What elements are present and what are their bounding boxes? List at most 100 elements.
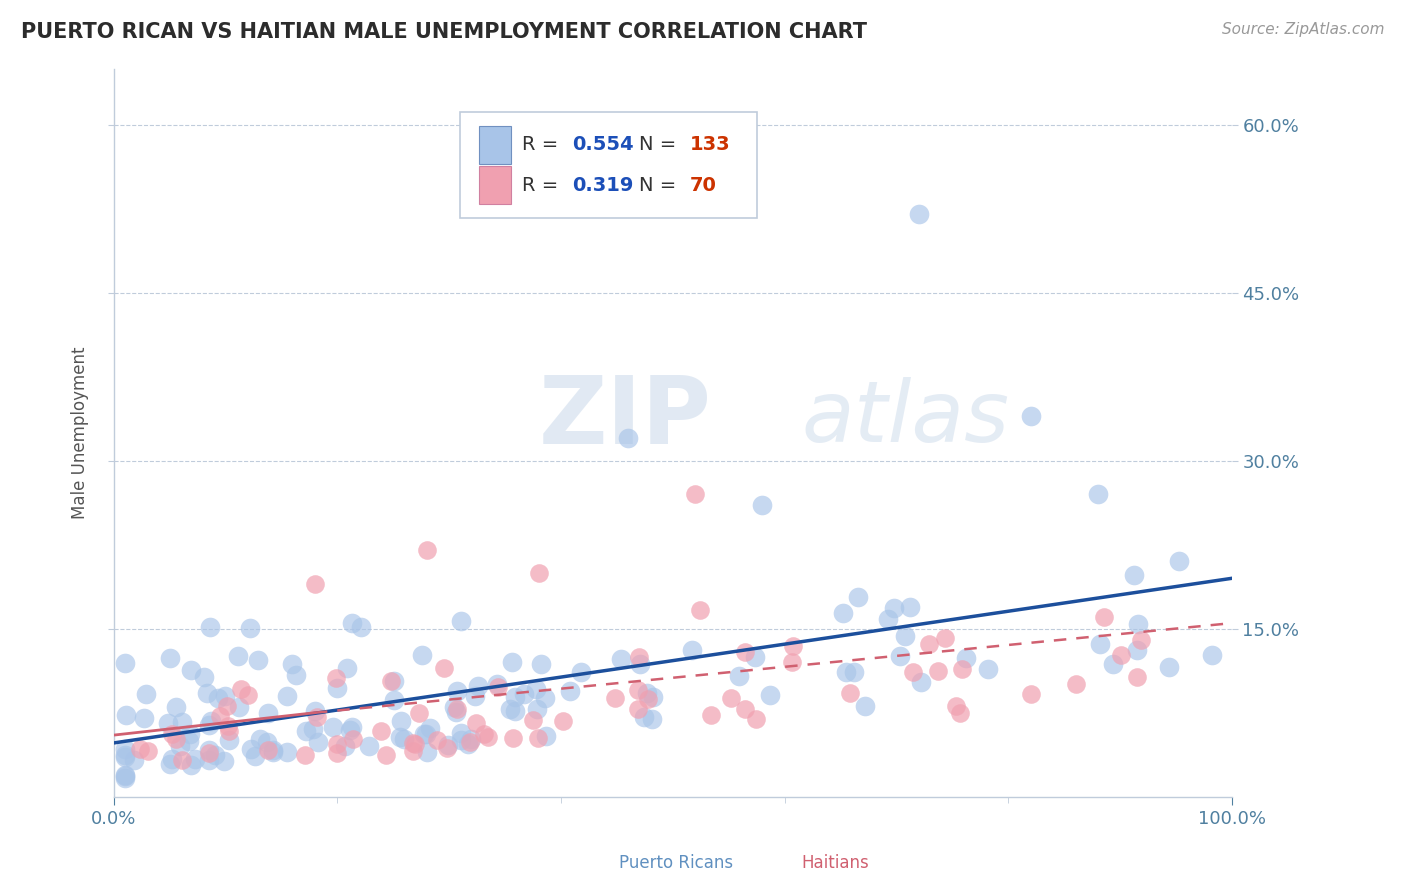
Point xyxy=(325,746,347,760)
Point xyxy=(305,710,328,724)
Text: 0.319: 0.319 xyxy=(572,176,634,194)
Text: N =: N = xyxy=(640,176,683,194)
Point xyxy=(889,649,911,664)
Point xyxy=(389,714,412,729)
Point xyxy=(436,741,458,756)
Point xyxy=(1019,409,1042,423)
Point xyxy=(1102,657,1125,671)
Point xyxy=(136,744,159,758)
Point xyxy=(832,606,855,620)
Point xyxy=(229,682,252,697)
Point xyxy=(603,690,626,705)
Point xyxy=(180,663,202,677)
Point xyxy=(628,649,651,664)
Point xyxy=(1088,637,1111,651)
Point xyxy=(477,730,499,744)
Point xyxy=(560,684,582,698)
Point xyxy=(170,753,193,767)
Point xyxy=(689,602,711,616)
Point xyxy=(446,702,468,716)
Text: 133: 133 xyxy=(689,136,730,154)
Point xyxy=(633,710,655,724)
Point xyxy=(135,687,157,701)
Point xyxy=(1168,554,1191,568)
Point xyxy=(450,726,472,740)
Point xyxy=(217,719,239,733)
Point xyxy=(307,734,329,748)
Point xyxy=(910,674,932,689)
Point xyxy=(402,744,425,758)
Point xyxy=(1159,660,1181,674)
Point xyxy=(180,758,202,772)
Point xyxy=(458,735,481,749)
Point xyxy=(744,649,766,664)
Point xyxy=(1201,648,1223,663)
Point xyxy=(165,699,187,714)
Point xyxy=(433,661,456,675)
Point xyxy=(262,742,284,756)
Point xyxy=(388,730,411,744)
Point xyxy=(198,753,221,767)
Point xyxy=(114,657,136,671)
Point xyxy=(124,753,146,767)
Point xyxy=(285,668,308,682)
Point xyxy=(522,713,544,727)
Point xyxy=(157,716,180,731)
Bar xyxy=(479,126,510,164)
Point xyxy=(246,653,269,667)
Point xyxy=(945,698,967,713)
Point xyxy=(751,499,773,513)
Point xyxy=(415,727,437,741)
Point xyxy=(114,748,136,763)
Point xyxy=(977,662,1000,676)
Point xyxy=(734,702,756,716)
Point xyxy=(411,648,433,662)
Point xyxy=(436,738,458,752)
Point xyxy=(415,745,437,759)
Point xyxy=(842,665,865,679)
Point xyxy=(894,629,917,643)
Point xyxy=(460,731,482,746)
Point xyxy=(903,665,925,679)
Point xyxy=(450,614,472,628)
Point xyxy=(193,671,215,685)
Point xyxy=(179,726,201,740)
Text: Source: ZipAtlas.com: Source: ZipAtlas.com xyxy=(1222,22,1385,37)
Point xyxy=(160,752,183,766)
Point xyxy=(534,691,557,706)
Point xyxy=(243,749,266,764)
Point xyxy=(534,729,557,743)
Point xyxy=(326,737,349,751)
Point xyxy=(257,706,280,721)
Bar xyxy=(763,851,789,880)
Point xyxy=(228,648,250,663)
Point xyxy=(357,739,380,753)
Point xyxy=(380,673,402,688)
Point xyxy=(207,691,229,706)
Point xyxy=(160,727,183,741)
Point xyxy=(392,732,415,747)
Bar xyxy=(479,166,510,204)
Point xyxy=(325,672,347,686)
Point xyxy=(370,724,392,739)
Point xyxy=(404,737,426,751)
Point xyxy=(782,639,804,653)
Point xyxy=(426,733,449,747)
Point xyxy=(934,631,956,645)
Point xyxy=(501,655,523,669)
Text: R =: R = xyxy=(522,176,564,194)
Point xyxy=(848,590,870,604)
Point xyxy=(170,714,193,729)
Point xyxy=(834,665,856,679)
Point xyxy=(350,619,373,633)
Point xyxy=(681,643,703,657)
Point xyxy=(1019,687,1042,701)
Point xyxy=(526,702,548,716)
Point xyxy=(472,726,495,740)
Point xyxy=(444,705,467,719)
Point xyxy=(636,686,658,700)
Point xyxy=(457,737,479,751)
Point xyxy=(335,739,357,753)
Point xyxy=(465,716,488,731)
Point xyxy=(169,739,191,754)
